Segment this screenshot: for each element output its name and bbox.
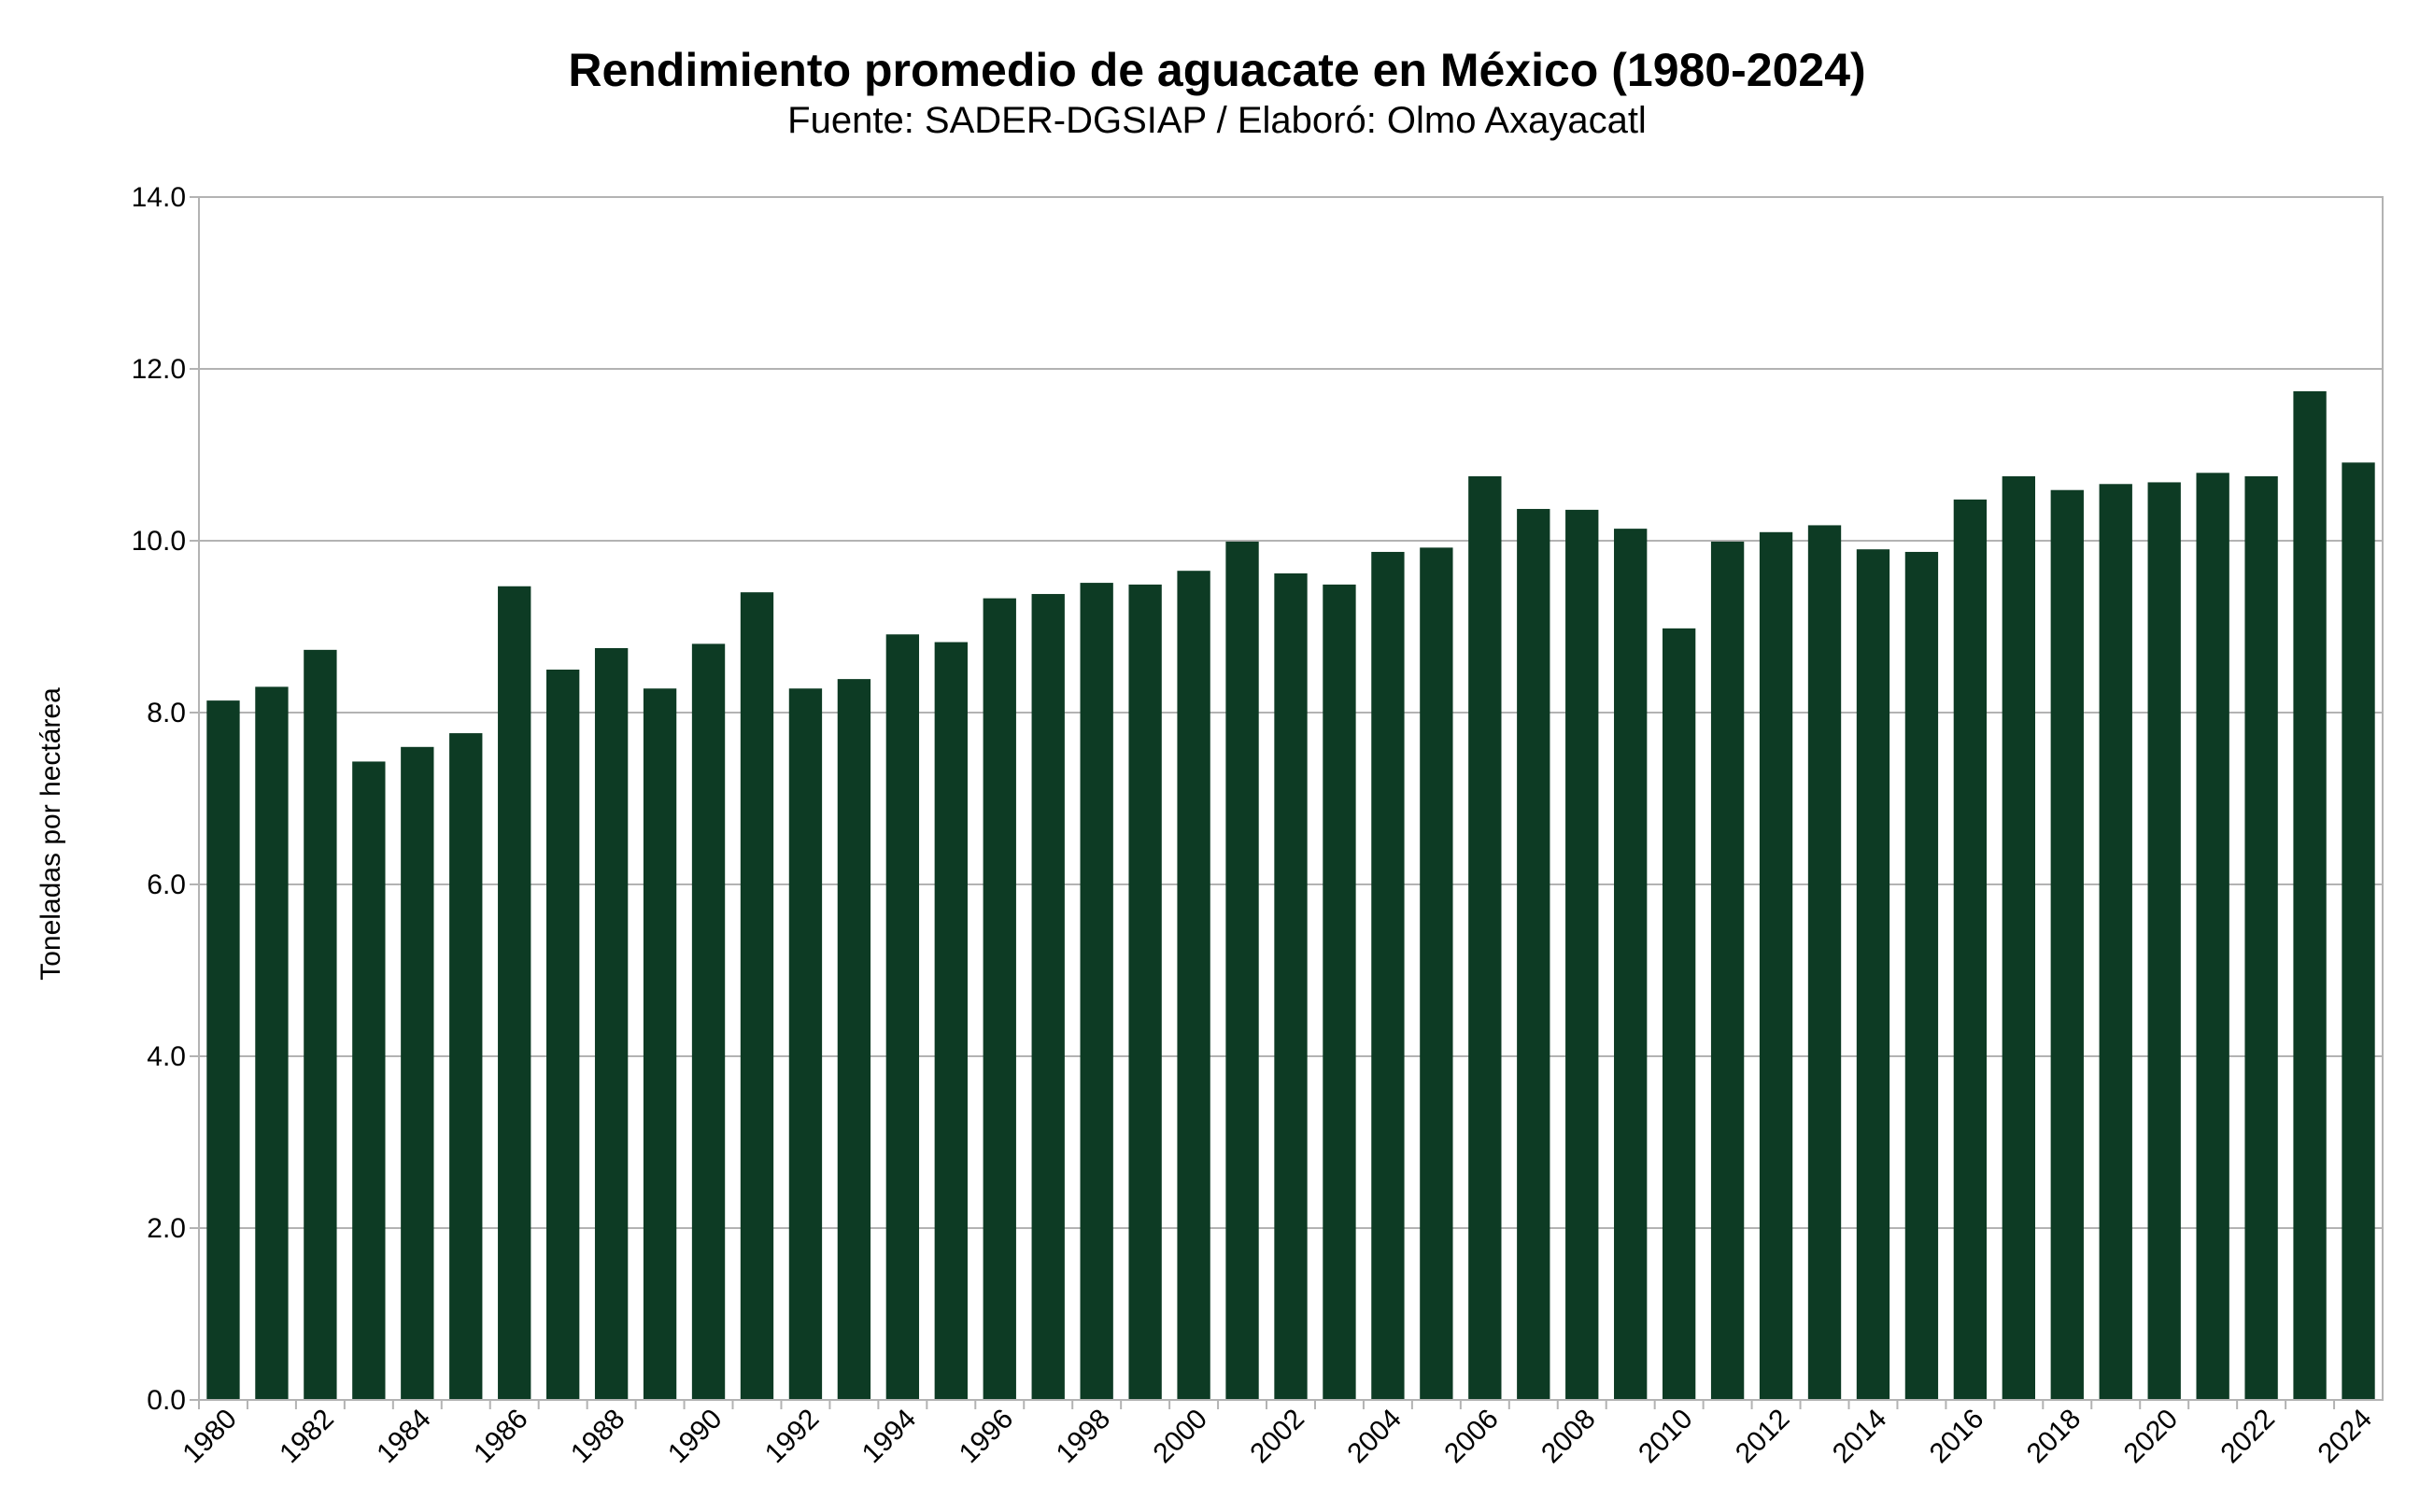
bar-1990 [691, 643, 726, 1400]
chart-subtitle: Fuente: SADER-DGSIAP / Elaboró: Olmo Axa… [787, 100, 1647, 141]
y-tick-labels: 0.0 2.0 4.0 6.0 8.0 10.0 12.0 14.0 [132, 182, 186, 1416]
x-tick-label: 2008 [1535, 1404, 1602, 1470]
x-tick-label: 2004 [1341, 1404, 1408, 1470]
bar-2008 [1565, 509, 1599, 1400]
y-tick-label: 0.0 [147, 1385, 186, 1416]
y-tick-label: 2.0 [147, 1213, 186, 1244]
x-tick-label: 1986 [468, 1404, 534, 1470]
x-tick-label: 2022 [2215, 1404, 2282, 1470]
bar-1984 [401, 746, 434, 1400]
bar-2021 [2196, 473, 2229, 1400]
bar-2013 [1807, 525, 1842, 1400]
x-tick-label: 2016 [1924, 1404, 1990, 1470]
x-tick-label: 1982 [274, 1404, 340, 1470]
bar-1986 [498, 586, 531, 1400]
plot-frame [198, 196, 2384, 1401]
bar-2003 [1323, 584, 1356, 1400]
bar-2011 [1710, 541, 1745, 1400]
y-tick-label: 6.0 [147, 869, 186, 900]
bar-2012 [1759, 531, 1793, 1400]
bar-1992 [788, 688, 823, 1400]
x-tick-label: 2002 [1244, 1404, 1310, 1470]
y-tick-label: 4.0 [147, 1041, 186, 1072]
bar-2015 [1904, 551, 1939, 1400]
x-tick-label: 1998 [1051, 1404, 1117, 1470]
bar-1981 [255, 686, 289, 1400]
bar-2022 [2244, 476, 2278, 1400]
x-tick-label: 1992 [759, 1404, 826, 1470]
bar-1983 [352, 761, 386, 1400]
x-tick-label: 2000 [1148, 1404, 1214, 1470]
x-tick-label: 1980 [177, 1404, 243, 1470]
bar-1996 [983, 598, 1016, 1400]
chart-title: Rendimiento promedio de aguacate en Méxi… [568, 44, 1865, 96]
bar-1997 [1031, 594, 1065, 1400]
bar-2004 [1371, 551, 1405, 1400]
bar-2018 [2050, 489, 2084, 1400]
bar-1987 [546, 670, 580, 1400]
bar-2019 [2099, 484, 2132, 1400]
x-tick-label: 2014 [1827, 1404, 1893, 1470]
bar-2024 [2342, 462, 2375, 1400]
bar-1999 [1128, 584, 1162, 1400]
bar-2020 [2147, 482, 2181, 1400]
y-tick-label: 10.0 [132, 526, 186, 557]
bar-2009 [1614, 529, 1648, 1400]
x-tick-label: 1988 [565, 1404, 631, 1470]
x-tick-label: 1996 [954, 1404, 1020, 1470]
bar-2000 [1177, 571, 1210, 1400]
bars [206, 390, 2375, 1400]
bar-1991 [740, 592, 774, 1400]
bar-1985 [449, 733, 483, 1400]
bar-2006 [1468, 476, 1502, 1400]
y-axis-label: Toneladas por hectárea [35, 687, 66, 981]
x-tick-label: 2020 [2118, 1404, 2185, 1470]
x-tick-label: 2018 [2021, 1404, 2087, 1470]
bar-2014 [1856, 549, 1890, 1400]
x-tick-label: 2006 [1438, 1404, 1505, 1470]
bar-2017 [2002, 476, 2035, 1400]
bar-1998 [1080, 583, 1113, 1400]
x-tick-label: 2010 [1633, 1404, 1699, 1470]
y-tick-label: 14.0 [132, 182, 186, 213]
x-tick-label: 1990 [662, 1404, 729, 1470]
bar-1993 [837, 679, 871, 1400]
bar-2002 [1274, 572, 1308, 1400]
y-tick-label: 8.0 [147, 698, 186, 728]
x-tick-label: 2012 [1730, 1404, 1796, 1470]
x-tick-label: 1984 [371, 1404, 437, 1470]
bar-1989 [643, 688, 677, 1400]
bar-2023 [2293, 390, 2327, 1400]
bar-1980 [206, 700, 240, 1400]
x-tick-labels: 1980 1982 1984 1986 1988 1990 1992 1994 1996 1998… [177, 1400, 2378, 1469]
bar-2010 [1662, 628, 1696, 1400]
y-tick-label: 12.0 [132, 354, 186, 385]
x-tick-label: 2024 [2312, 1404, 2378, 1470]
bar-1995 [934, 642, 968, 1400]
bar-1988 [594, 648, 629, 1400]
x-tick-label: 1994 [856, 1404, 923, 1470]
bar-2007 [1517, 508, 1550, 1400]
bar-2001 [1225, 541, 1259, 1400]
bar-2005 [1420, 547, 1453, 1400]
bar-2016 [1953, 499, 1988, 1400]
bar-1982 [304, 649, 337, 1400]
bar-1994 [885, 634, 920, 1400]
